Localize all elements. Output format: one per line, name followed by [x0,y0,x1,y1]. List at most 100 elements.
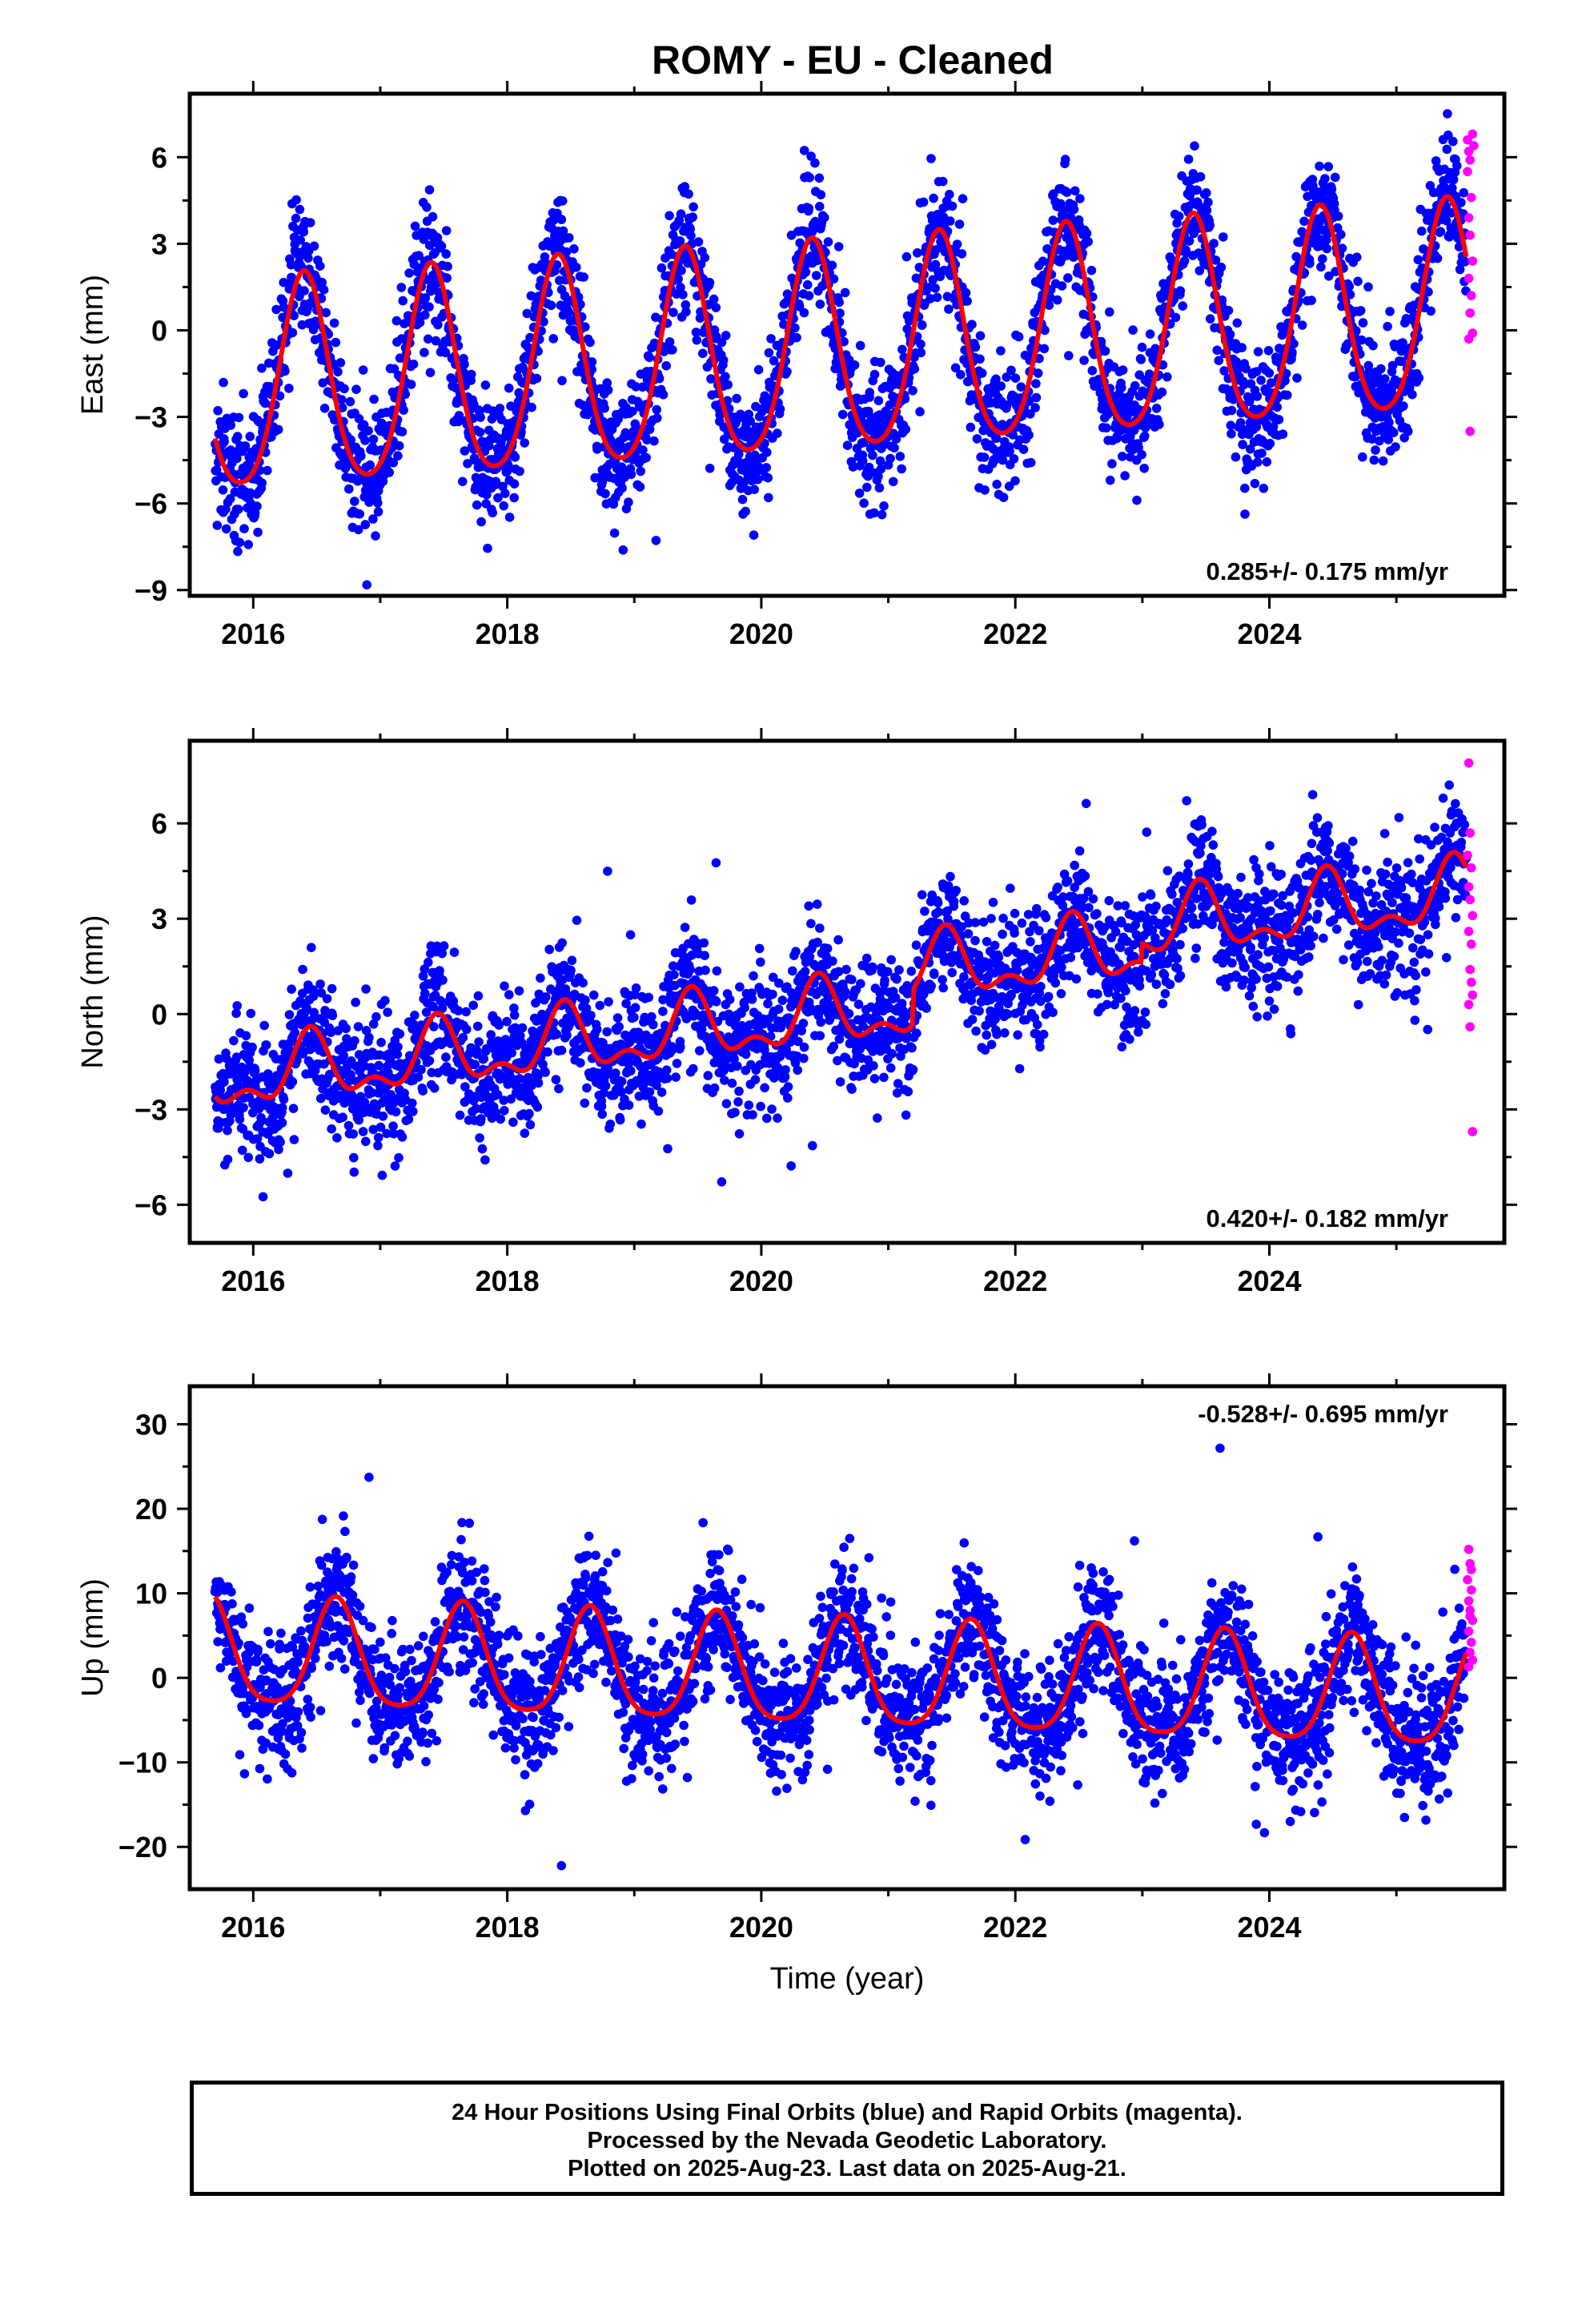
data-point [1205,220,1215,231]
data-point [429,1022,439,1031]
data-point [215,1085,226,1096]
data-point [524,1108,534,1119]
data-point [918,197,929,207]
data-point [515,466,524,476]
data-point [316,988,327,998]
data-point [917,890,927,900]
data-point [1456,198,1466,207]
rapid-point [1464,334,1474,344]
data-point [373,507,383,517]
data-point [496,1114,505,1124]
data-point [1044,300,1054,310]
data-point [618,545,628,555]
data-point [720,1076,729,1085]
data-point [761,463,771,472]
data-point [680,923,690,932]
data-point [275,391,285,401]
data-point [1008,430,1018,440]
data-point [842,440,853,450]
data-point [597,1109,607,1120]
data-point [397,427,408,436]
data-point [615,1115,625,1125]
data-point [257,478,267,488]
data-point [435,966,444,975]
data-point [833,242,844,251]
data-point [991,374,1001,384]
data-point [725,995,735,1004]
data-point [1404,382,1415,392]
data-point [966,422,976,432]
data-point [449,947,460,957]
data-point [326,1027,336,1037]
data-point [572,915,582,925]
data-point [287,328,298,338]
data-point [901,1110,911,1120]
data-point [1272,402,1282,412]
data-point [909,364,920,374]
data-point [226,420,236,430]
data-point [424,1055,435,1066]
data-point [727,1078,737,1088]
data-point [1413,255,1423,265]
y-axis-label: East (mm) [76,275,110,415]
data-point [956,370,966,380]
data-point [992,480,1002,489]
data-point [624,497,633,507]
data-point [943,914,953,924]
data-point [533,1078,544,1088]
data-point [1399,401,1408,411]
data-point [586,1011,596,1020]
data-point [1297,320,1307,330]
data-point [408,1107,418,1116]
data-point [566,965,576,975]
data-point [277,1103,287,1112]
data-point [911,940,921,950]
data-point [1137,449,1146,460]
data-point [509,479,520,489]
final-orbit-points [211,780,1471,1202]
data-point [428,1002,438,1011]
data-point [243,540,254,549]
data-point [361,984,371,994]
y-tick-label: −9 [135,574,167,607]
data-point [346,435,356,445]
data-point [626,469,636,480]
data-point [916,348,926,358]
data-point [654,373,665,384]
data-point [649,338,660,348]
data-point [814,173,825,183]
data-point [1102,423,1111,433]
data-point [907,1043,917,1053]
data-point [1244,396,1255,407]
data-point [1005,446,1014,456]
data-point [970,342,981,352]
data-point [719,1066,729,1076]
data-point [669,308,678,318]
data-point [801,267,811,277]
data-point [517,1023,528,1033]
data-point [1367,434,1377,444]
data-point [978,425,988,436]
data-point [753,364,764,375]
data-point [954,219,965,229]
data-point [1117,383,1126,393]
data-point [511,1023,520,1033]
data-point [322,994,332,1003]
data-point [508,1117,518,1128]
y-tick-label: 3 [151,227,167,260]
data-point [546,300,556,311]
data-point [1384,417,1394,428]
data-point [1336,230,1346,239]
data-point [525,1120,536,1130]
data-point [223,1125,232,1136]
data-point [358,365,368,375]
data-point [717,1177,727,1187]
data-point [218,485,228,495]
data-point [367,1088,377,1098]
data-point [706,374,716,384]
data-point [604,997,613,1007]
data-point [629,1012,639,1023]
data-point [840,287,850,298]
data-point [906,967,917,976]
